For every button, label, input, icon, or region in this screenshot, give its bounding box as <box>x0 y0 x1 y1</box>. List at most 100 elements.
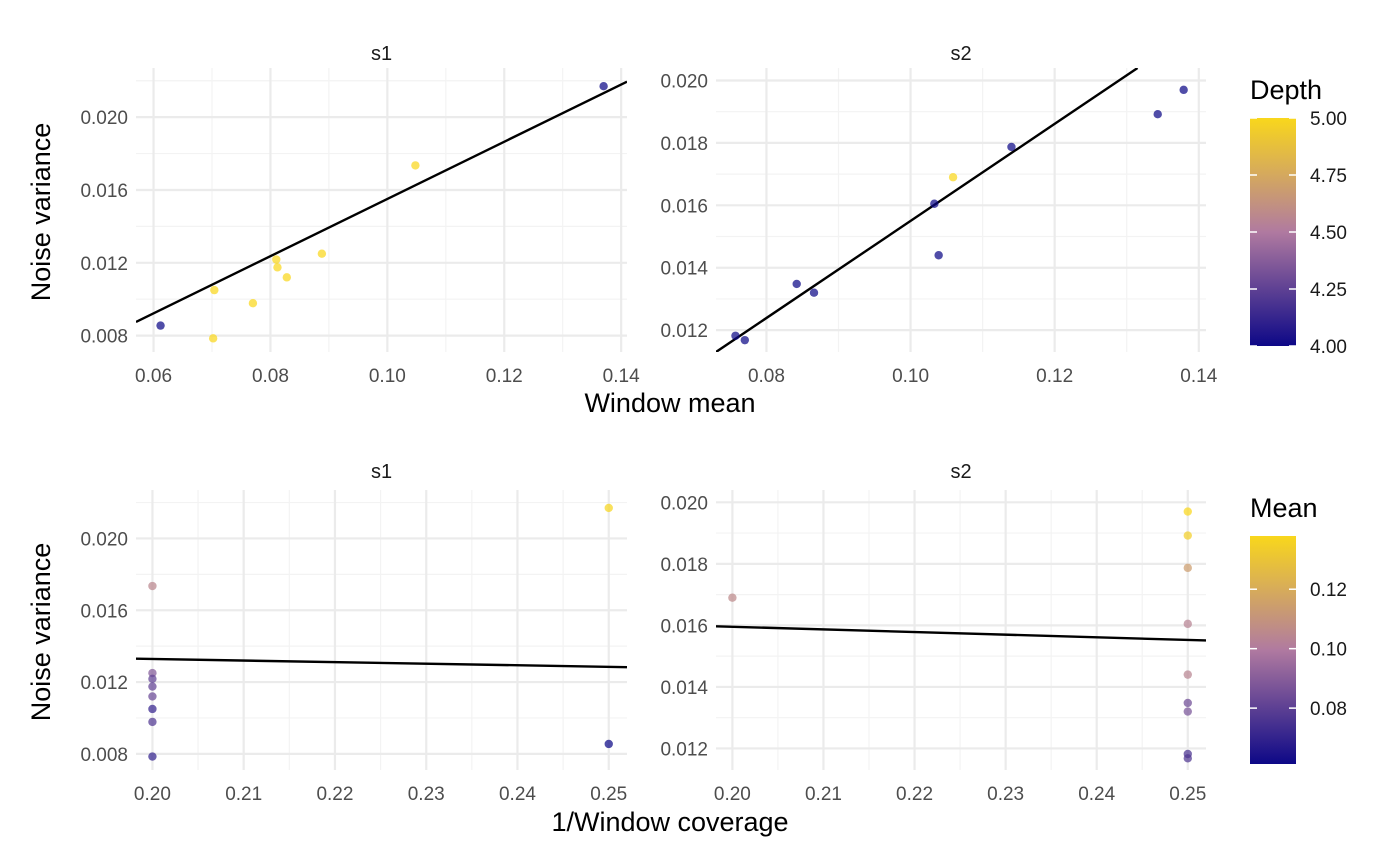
data-point <box>740 335 750 345</box>
data-point <box>1179 85 1188 95</box>
y-tick-label: 0.018 <box>660 555 708 576</box>
legend-tick-label: 0.10 <box>1310 640 1347 661</box>
x-tick-label: 0.06 <box>135 366 172 387</box>
y-tick-label: 0.012 <box>660 739 708 760</box>
x-tick-label: 0.12 <box>1036 366 1073 387</box>
data-point <box>210 285 219 295</box>
data-point <box>156 321 165 330</box>
data-point <box>282 273 292 282</box>
x-tick-label: 0.10 <box>892 366 929 387</box>
data-point <box>272 255 281 264</box>
x-axis-title: 1/Window coverage <box>551 807 788 837</box>
legend-tick-label: 0.12 <box>1310 580 1347 601</box>
x-tick-label: 0.20 <box>134 784 171 805</box>
x-tick-label: 0.22 <box>896 784 933 805</box>
fit-line <box>716 625 1206 642</box>
panel-1: 0.06 0.08 0.10 0.12 0.14 0.008 0.012 0.016 0.020… <box>80 43 640 387</box>
data-point <box>148 581 157 591</box>
data-point <box>809 288 819 297</box>
y-axis-title: Noise variance <box>26 543 56 722</box>
data-point <box>148 692 157 701</box>
data-point <box>208 334 218 343</box>
x-tick-label: 0.24 <box>499 784 536 805</box>
data-point <box>1007 142 1016 152</box>
data-point <box>1183 698 1192 708</box>
data-point <box>731 331 740 340</box>
legend-title: Mean <box>1250 493 1318 523</box>
y-tick-label: 0.020 <box>660 71 708 92</box>
x-axis-title: Window mean <box>584 388 755 418</box>
data-point <box>1183 619 1192 629</box>
x-tick-label: 0.12 <box>486 366 523 387</box>
data-point <box>1183 670 1192 679</box>
legend-mean: Mean 0.08 0.10 0.12 <box>1250 493 1347 764</box>
data-point <box>273 263 282 272</box>
data-point <box>728 593 737 602</box>
data-point <box>411 161 420 170</box>
data-point <box>148 682 157 691</box>
legend-tick-label: 0.08 <box>1310 699 1347 720</box>
x-tick-label: 0.22 <box>316 784 353 805</box>
legend-title: Depth <box>1250 75 1322 105</box>
y-tick-label: 0.012 <box>80 254 128 275</box>
facet-label: s2 <box>950 43 971 65</box>
x-tick-label: 0.21 <box>225 784 262 805</box>
data-point <box>934 251 943 260</box>
y-tick-label: 0.012 <box>660 321 708 342</box>
data-point <box>604 739 613 749</box>
fit-line <box>136 80 627 324</box>
y-axis-title: Noise variance <box>26 123 56 302</box>
data-point <box>599 82 608 91</box>
x-tick-label: 0.24 <box>1078 784 1115 805</box>
x-tick-label: 0.14 <box>603 366 640 387</box>
data-point <box>148 752 157 761</box>
data-point <box>148 704 157 714</box>
x-tick-label: 0.08 <box>252 366 289 387</box>
x-tick-label: 0.23 <box>987 784 1024 805</box>
y-tick-label: 0.014 <box>660 259 708 280</box>
y-tick-label: 0.016 <box>660 616 708 637</box>
legend-tick-label: 4.25 <box>1310 280 1347 301</box>
data-point <box>1183 563 1192 573</box>
y-tick-label: 0.020 <box>80 529 128 550</box>
x-tick-label: 0.21 <box>805 784 842 805</box>
facet-label: s2 <box>950 461 971 483</box>
facet-label: s1 <box>371 461 392 483</box>
data-point <box>1153 109 1162 119</box>
data-point <box>1183 707 1192 716</box>
data-point <box>1183 531 1192 540</box>
y-tick-label: 0.016 <box>80 601 128 622</box>
legend-tick-label: 4.75 <box>1310 166 1347 187</box>
fit-line <box>716 68 1139 352</box>
x-tick-label: 0.25 <box>1169 784 1206 805</box>
y-tick-label: 0.020 <box>660 493 708 514</box>
y-tick-label: 0.016 <box>80 181 128 202</box>
panel-4: 0.20 0.21 0.22 0.23 0.24 0.25 0.012 0.014 0.016 0… <box>660 461 1206 805</box>
data-point <box>1183 507 1192 516</box>
facet-label: s1 <box>371 43 392 65</box>
legend-tick-label: 4.50 <box>1310 223 1347 244</box>
x-tick-label: 0.14 <box>1180 366 1217 387</box>
data-point <box>317 249 327 258</box>
data-point <box>148 674 157 684</box>
legend-depth: Depth 4.00 4.25 4.50 4.75 5.00 <box>1250 75 1347 358</box>
data-point <box>148 668 157 678</box>
y-tick-label: 0.020 <box>80 108 128 129</box>
data-point <box>930 199 939 208</box>
data-point <box>148 717 157 727</box>
panel-2: 0.08 0.10 0.12 0.14 0.012 0.014 0.016 0.018 0.02… <box>660 43 1217 387</box>
x-tick-label: 0.10 <box>369 366 406 387</box>
colorbar <box>1250 118 1296 346</box>
legend-tick-label: 5.00 <box>1310 109 1347 130</box>
fit-line <box>136 657 627 669</box>
legend-tick-label: 4.00 <box>1310 337 1347 358</box>
x-tick-label: 0.23 <box>408 784 445 805</box>
data-point <box>1183 754 1192 763</box>
y-tick-label: 0.012 <box>80 673 128 694</box>
x-tick-label: 0.08 <box>748 366 785 387</box>
y-tick-label: 0.016 <box>660 196 708 217</box>
data-point <box>248 299 258 308</box>
x-tick-label: 0.20 <box>714 784 751 805</box>
y-tick-label: 0.008 <box>80 327 128 348</box>
